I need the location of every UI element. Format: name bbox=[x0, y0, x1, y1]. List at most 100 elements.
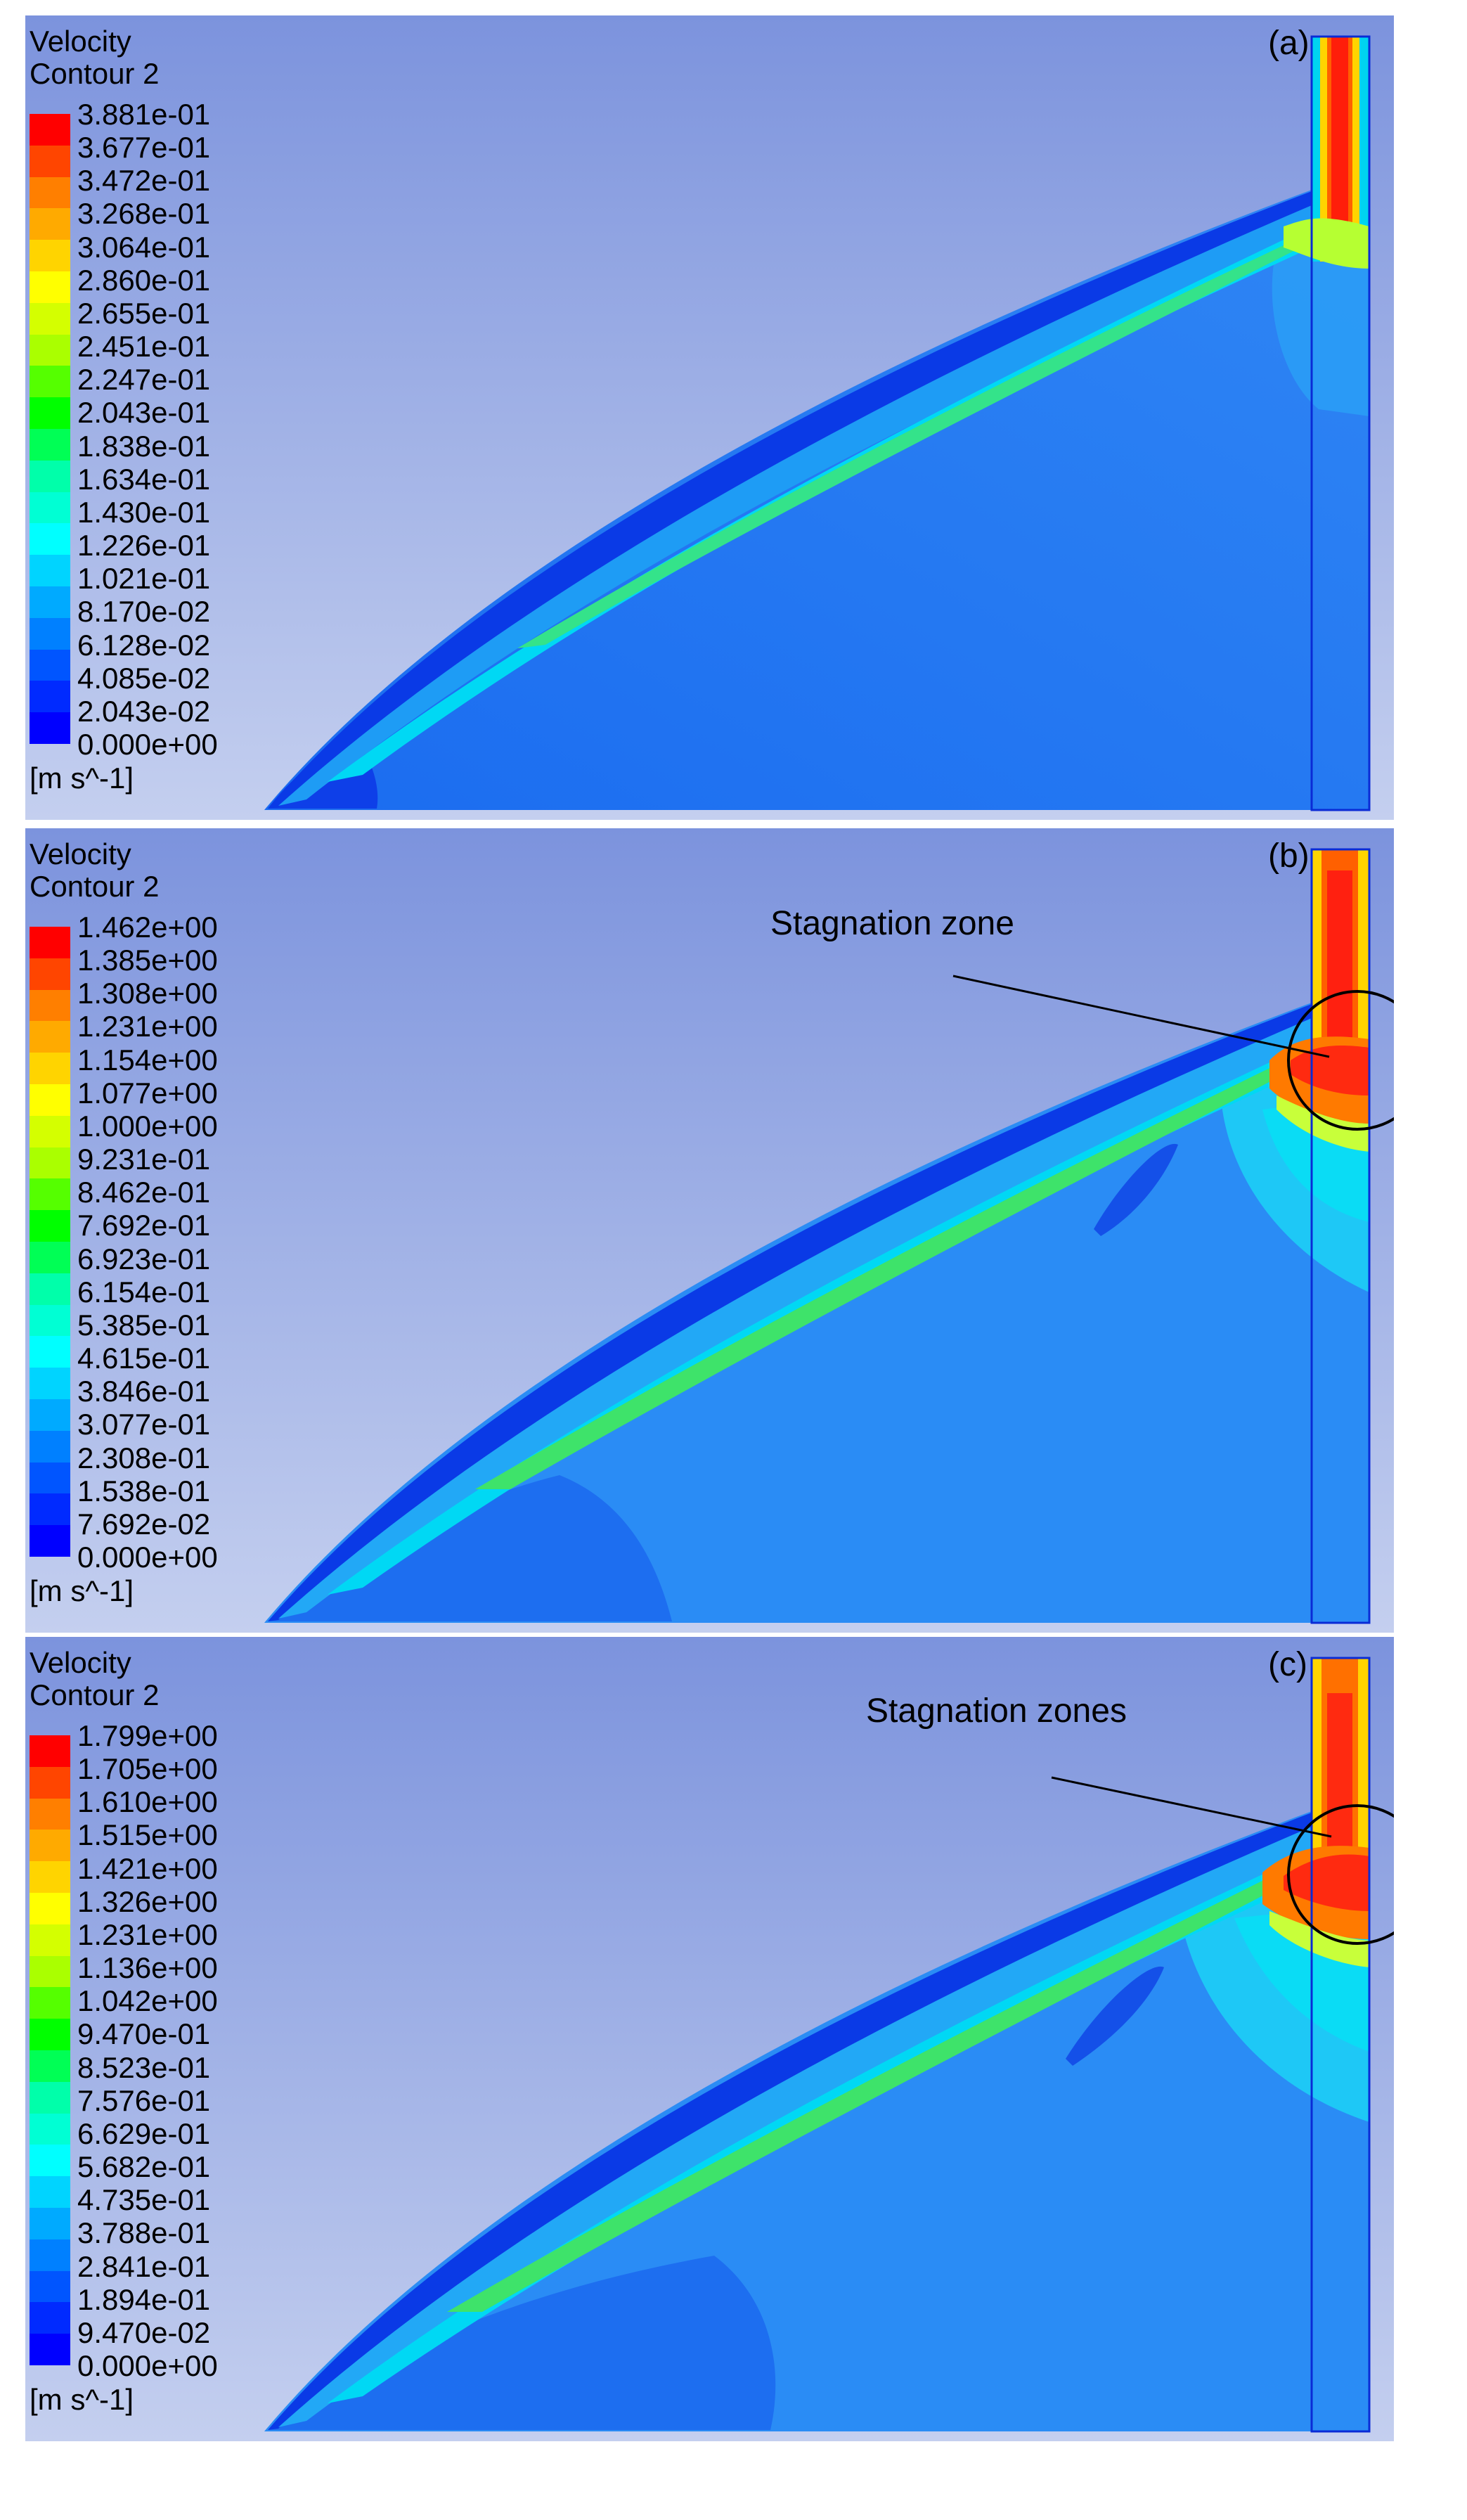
legend-tick-label: 4.615e-01 bbox=[77, 1342, 211, 1375]
legend-band bbox=[30, 712, 70, 745]
legend-band bbox=[30, 397, 70, 430]
legend-band bbox=[30, 989, 70, 1022]
legend-subtitle: Contour 2 bbox=[30, 1678, 160, 1711]
legend-subtitle: Contour 2 bbox=[30, 870, 160, 903]
legend-band bbox=[30, 1493, 70, 1526]
legend-tick-label: 6.154e-01 bbox=[77, 1275, 211, 1309]
legend-band bbox=[30, 460, 70, 493]
legend-band bbox=[30, 145, 70, 178]
legend-band bbox=[30, 1147, 70, 1179]
legend-band bbox=[30, 2270, 70, 2303]
legend-band bbox=[30, 114, 70, 146]
legend-tick-label: 2.451e-01 bbox=[77, 330, 211, 364]
legend-tick-label: 9.231e-01 bbox=[77, 1143, 211, 1176]
legend-tick-label: 1.308e+00 bbox=[77, 977, 218, 1010]
legend-tick-label: 2.655e-01 bbox=[77, 296, 211, 330]
legend-band bbox=[30, 2050, 70, 2083]
legend-tick-label: 8.170e-02 bbox=[77, 595, 211, 629]
legend-tick-label: 2.308e-01 bbox=[77, 1441, 211, 1474]
legend-header: Velocity Contour 2 bbox=[30, 838, 159, 903]
legend-tick-label: 2.043e-01 bbox=[77, 396, 211, 430]
legend-band bbox=[30, 2302, 70, 2334]
legend-band bbox=[30, 586, 70, 619]
legend-band bbox=[30, 555, 70, 587]
legend-band bbox=[30, 523, 70, 555]
legend-band bbox=[30, 617, 70, 650]
legend-band bbox=[30, 1210, 70, 1242]
legend-tick-label: 1.705e+00 bbox=[77, 1752, 218, 1786]
legend-band bbox=[30, 2208, 70, 2240]
color-legend-bar bbox=[30, 1735, 70, 2366]
legend-band bbox=[30, 1336, 70, 1368]
legend-tick-label: 7.576e-01 bbox=[77, 2083, 211, 2117]
legend-tick-label: 1.231e+00 bbox=[77, 1010, 218, 1043]
panel-b: Velocity Contour 2 1.462e+00 1.385e+00 1.3… bbox=[25, 828, 1394, 1633]
panel-a: Velocity Contour 2 3.881e-01 3.677e-01 3.4… bbox=[25, 15, 1394, 820]
legend-subtitle: Contour 2 bbox=[30, 57, 160, 90]
legend-band bbox=[30, 2113, 70, 2145]
legend-band bbox=[30, 429, 70, 461]
legend-band bbox=[30, 2081, 70, 2114]
legend-tick-label: 1.634e-01 bbox=[77, 462, 211, 496]
legend-tick-label: 1.077e+00 bbox=[77, 1076, 218, 1110]
legend-band bbox=[30, 2145, 70, 2177]
legend-tick-label: 3.472e-01 bbox=[77, 164, 211, 198]
legend-band bbox=[30, 1053, 70, 1085]
legend-title: Velocity bbox=[30, 25, 131, 58]
legend-title: Velocity bbox=[30, 1646, 131, 1679]
legend-band bbox=[30, 1924, 70, 1957]
legend-band bbox=[30, 1861, 70, 1894]
legend-band bbox=[30, 491, 70, 524]
legend-title: Velocity bbox=[30, 837, 131, 870]
panel-c: Velocity Contour 2 1.799e+00 1.705e+00 1.6… bbox=[25, 1637, 1394, 2441]
legend-tick-label: 8.462e-01 bbox=[77, 1176, 211, 1209]
legend-band bbox=[30, 2239, 70, 2272]
legend-tick-label: 1.042e+00 bbox=[77, 1984, 218, 2018]
legend-tick-label: 1.021e-01 bbox=[77, 562, 211, 596]
legend-tick-label: 5.682e-01 bbox=[77, 2150, 211, 2184]
legend-band bbox=[30, 1399, 70, 1432]
legend-band bbox=[30, 2176, 70, 2209]
legend-tick-label: 8.523e-01 bbox=[77, 2050, 211, 2084]
legend-tick-label: 1.226e-01 bbox=[77, 529, 211, 562]
legend-tick-label: 3.881e-01 bbox=[77, 98, 211, 131]
legend-band bbox=[30, 240, 70, 272]
legend-tick-label: 6.923e-01 bbox=[77, 1242, 211, 1275]
legend-tick-label: 3.788e-01 bbox=[77, 2216, 211, 2250]
velocity-contour-a bbox=[25, 15, 1394, 820]
color-legend-bar bbox=[30, 114, 70, 745]
legend-band bbox=[30, 334, 70, 366]
unit-label: [m s^-1] bbox=[30, 1574, 134, 1607]
legend-tick-label: 1.462e+00 bbox=[77, 911, 218, 944]
legend-band bbox=[30, 1766, 70, 1799]
legend-tick-label: 6.128e-02 bbox=[77, 628, 211, 662]
legend-band bbox=[30, 2019, 70, 2051]
legend-band bbox=[30, 1273, 70, 1306]
legend-band bbox=[30, 1368, 70, 1400]
legend-tick-label: 2.860e-01 bbox=[77, 263, 211, 297]
panel-tag: (a) bbox=[1268, 25, 1310, 62]
legend-tick-label: 1.799e+00 bbox=[77, 1719, 218, 1752]
legend-band bbox=[30, 1735, 70, 1768]
legend-band bbox=[30, 366, 70, 398]
legend-band bbox=[30, 1525, 70, 1557]
legend-tick-label: 0.000e+00 bbox=[77, 2349, 218, 2382]
legend-band bbox=[30, 1987, 70, 2019]
legend-band bbox=[30, 958, 70, 991]
legend-band bbox=[30, 1021, 70, 1053]
legend-tick-label: 6.629e-01 bbox=[77, 2116, 211, 2150]
legend-tick-label: 1.231e+00 bbox=[77, 1917, 218, 1951]
legend-header: Velocity Contour 2 bbox=[30, 1647, 159, 1711]
legend-tick-label: 3.064e-01 bbox=[77, 230, 211, 264]
legend-band bbox=[30, 1430, 70, 1463]
legend-band bbox=[30, 302, 70, 335]
legend-tick-label: 3.077e-01 bbox=[77, 1408, 211, 1441]
legend-tick-label: 1.515e+00 bbox=[77, 1818, 218, 1852]
legend-tick-label: 4.735e-01 bbox=[77, 2183, 211, 2217]
legend-tick-label: 7.692e-02 bbox=[77, 1507, 211, 1541]
legend-band bbox=[30, 1084, 70, 1117]
legend-tick-label: 3.677e-01 bbox=[77, 131, 211, 165]
legend-band bbox=[30, 1242, 70, 1274]
legend-band bbox=[30, 1115, 70, 1148]
legend-tick-label: 7.692e-01 bbox=[77, 1209, 211, 1242]
